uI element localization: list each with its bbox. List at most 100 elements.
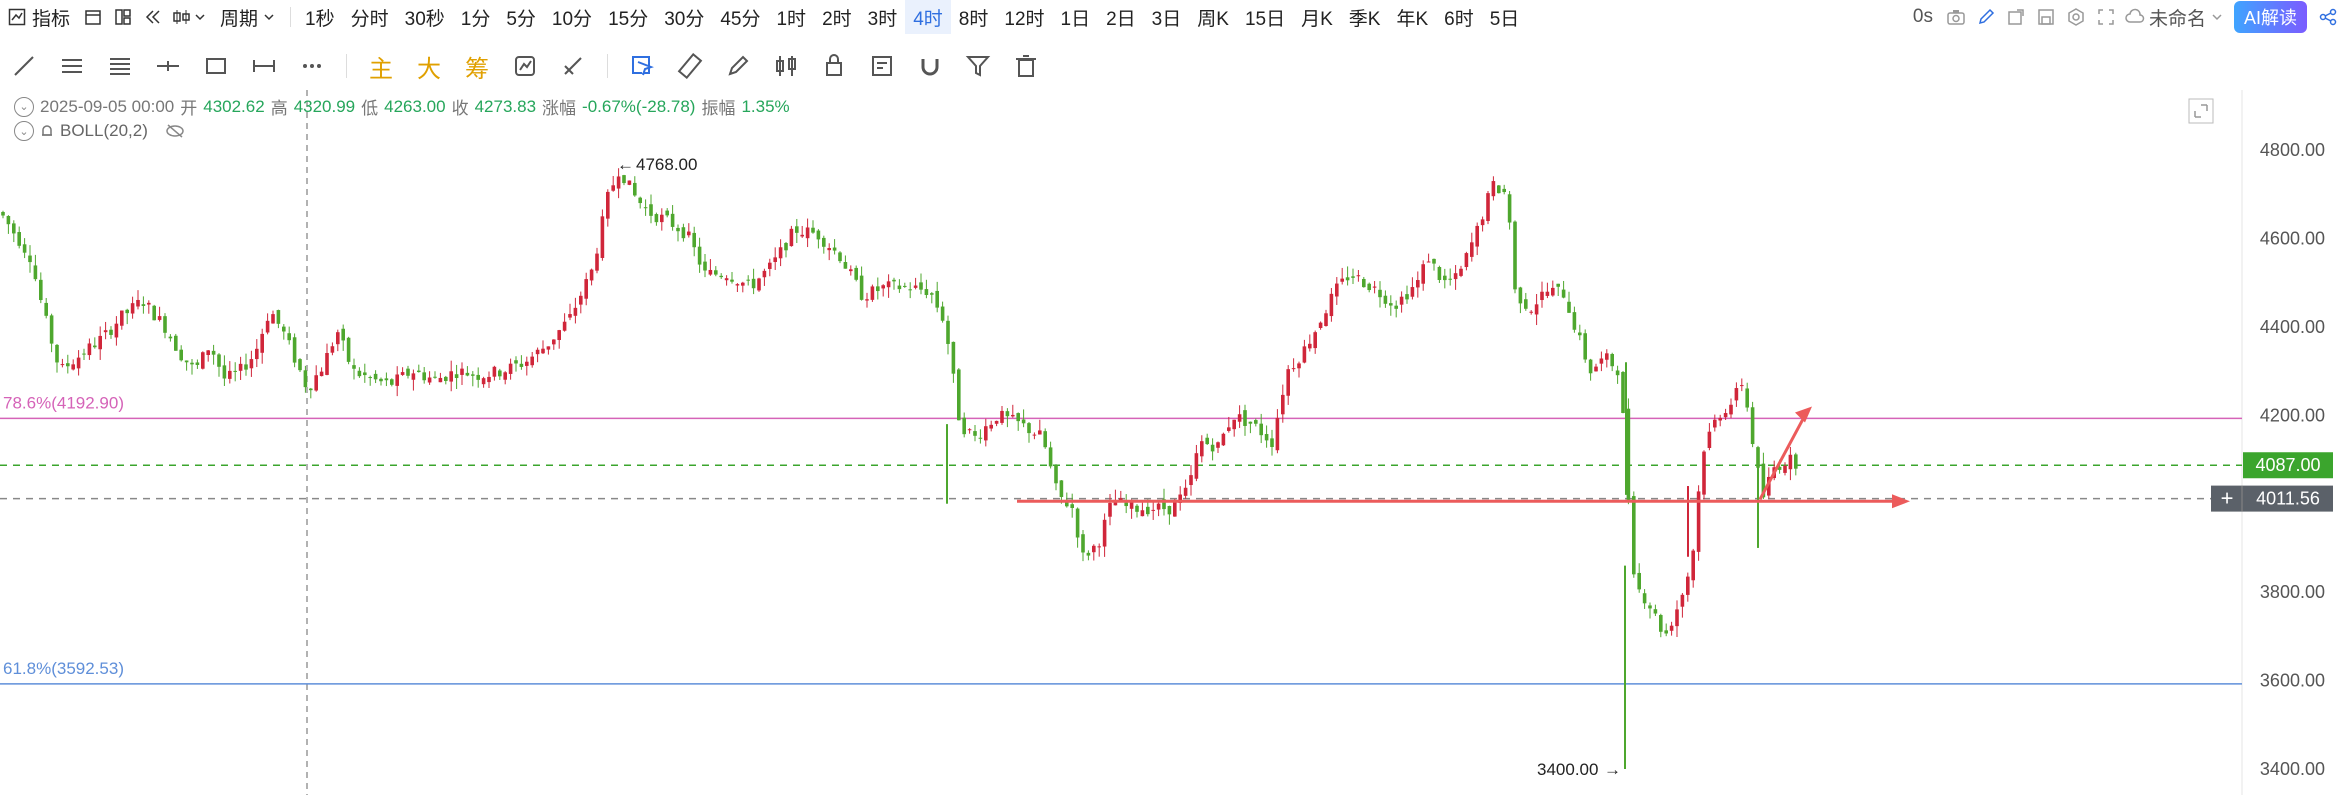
collapse-toggle-icon[interactable]: ⌄ — [14, 121, 34, 141]
candle-body — [919, 282, 923, 290]
candle-body — [692, 232, 696, 248]
lock-icon[interactable] — [810, 46, 858, 86]
period-option[interactable]: 8时 — [958, 8, 989, 30]
period-option[interactable]: 2日 — [1106, 8, 1136, 30]
period-option[interactable]: 5分 — [506, 8, 536, 30]
save-icon[interactable] — [2031, 0, 2061, 34]
candle-body — [633, 182, 637, 196]
candle-body — [1291, 368, 1296, 370]
collapse-toggle-icon[interactable]: ⌄ — [14, 96, 34, 117]
layout-name-dropdown[interactable]: 未命名 — [2121, 0, 2228, 34]
pen-icon[interactable] — [1971, 0, 2001, 34]
eraser-icon[interactable] — [549, 46, 597, 86]
period-option[interactable]: 周K — [1197, 8, 1229, 30]
candle-body — [206, 350, 210, 355]
horizontal-line-icon[interactable] — [144, 46, 192, 86]
more-icon[interactable] — [288, 46, 336, 86]
period-option[interactable]: 10分 — [551, 8, 593, 30]
period-option[interactable]: 15分 — [608, 8, 649, 30]
period-dropdown[interactable]: 周期 — [212, 0, 284, 34]
candle-body — [557, 330, 561, 341]
share-icon[interactable] — [2313, 0, 2343, 34]
candle-body — [390, 379, 394, 385]
candlestick-style-icon[interactable] — [762, 46, 810, 86]
candle-body — [568, 314, 572, 318]
fib-retracement-icon[interactable] — [96, 46, 144, 86]
period-option[interactable]: 1秒 — [305, 8, 335, 30]
indicator-icon — [8, 8, 26, 26]
trend-arrow-line[interactable] — [1758, 412, 1808, 501]
candle-body — [1210, 444, 1215, 452]
fullscreen-icon[interactable] — [2091, 0, 2121, 34]
period-option[interactable]: 季K — [1348, 8, 1381, 30]
candle-body — [1270, 438, 1274, 448]
period-option[interactable]: 月K — [1301, 8, 1333, 30]
candle-body — [120, 310, 124, 326]
period-option[interactable]: 45分 — [720, 8, 761, 30]
note-icon[interactable] — [858, 46, 906, 86]
window-icon[interactable] — [2001, 0, 2031, 34]
main-force-button[interactable]: 主 — [369, 55, 393, 83]
right-tools: 0s 未命名 AI解读 — [1905, 0, 2343, 34]
expand-chart-icon[interactable] — [2188, 98, 2214, 129]
eye-hidden-icon[interactable] — [164, 123, 186, 139]
ray-arrowhead-icon — [1892, 494, 1910, 509]
period-option[interactable]: 1时 — [776, 8, 807, 30]
period-option[interactable]: 3日 — [1151, 8, 1182, 30]
period-option[interactable]: 6时 — [1444, 8, 1474, 30]
rewind-icon[interactable] — [138, 0, 168, 34]
bell-icon[interactable] — [40, 123, 54, 139]
candle-body — [319, 371, 324, 377]
chip-distribution-button[interactable]: 筹 — [465, 55, 489, 83]
layout-icon[interactable] — [108, 0, 138, 34]
candle-body — [406, 368, 410, 376]
candle-body — [1497, 185, 1501, 194]
candle-body — [1108, 502, 1112, 517]
period-option[interactable]: 5日 — [1489, 8, 1520, 30]
candle-body — [1043, 431, 1047, 448]
candle-type-icon[interactable] — [168, 0, 212, 34]
indicator-button[interactable]: 指标 — [0, 0, 78, 34]
candle-body — [1561, 289, 1566, 298]
period-option[interactable]: 1分 — [460, 8, 491, 30]
period-option[interactable]: 年K — [1396, 8, 1429, 30]
period-option[interactable]: 15日 — [1244, 8, 1286, 30]
candle-body — [1648, 605, 1652, 609]
ruler-icon[interactable] — [666, 46, 714, 86]
add-alert-plus-icon[interactable]: + — [2221, 486, 2234, 511]
rectangle-icon[interactable] — [192, 46, 240, 86]
camera-icon[interactable] — [1941, 0, 1971, 34]
trendline-icon[interactable] — [0, 46, 48, 86]
brush-icon[interactable] — [714, 46, 762, 86]
candle-body — [1227, 427, 1231, 431]
ai-interpret-button[interactable]: AI解读 — [2233, 1, 2307, 33]
measure-icon[interactable] — [240, 46, 288, 86]
candle-body — [595, 253, 599, 271]
period-option[interactable]: 1日 — [1060, 8, 1091, 30]
trash-icon[interactable] — [1002, 46, 1050, 86]
parallel-channel-icon[interactable] — [48, 46, 96, 86]
period-option[interactable]: 30分 — [664, 8, 705, 30]
period-option[interactable]: 3时 — [867, 8, 898, 30]
filter-icon[interactable] — [954, 46, 1002, 86]
candle-body — [1540, 291, 1544, 301]
period-option[interactable]: 2时 — [822, 8, 852, 30]
candle-body — [152, 305, 156, 321]
candle-body — [1405, 294, 1409, 300]
candle-body — [854, 267, 858, 280]
candle-body — [1783, 465, 1787, 473]
period-option[interactable]: 分时 — [350, 8, 389, 30]
magnet-select-icon[interactable] — [618, 46, 666, 86]
candle-body — [1124, 502, 1128, 507]
period-option[interactable]: 4时 — [905, 0, 951, 34]
auto-draw-icon[interactable] — [501, 46, 549, 86]
period-option[interactable]: 30秒 — [404, 8, 445, 30]
big-order-button[interactable]: 大 — [417, 55, 441, 83]
candle-body — [60, 364, 65, 366]
calendar-icon[interactable] — [78, 0, 108, 34]
magnet-icon[interactable] — [906, 46, 954, 86]
gear-icon[interactable] — [2061, 0, 2091, 34]
period-option[interactable]: 12时 — [1004, 8, 1045, 30]
candle-body — [352, 365, 356, 369]
